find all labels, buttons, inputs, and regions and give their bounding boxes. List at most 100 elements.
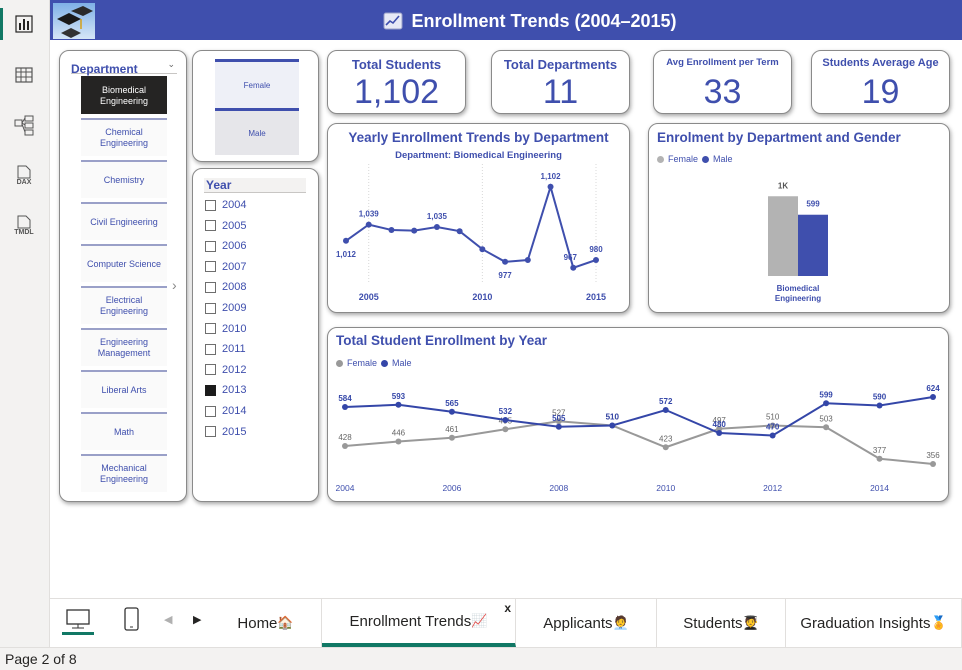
tab-home[interactable]: Home 🏠	[210, 599, 322, 647]
data-point[interactable]	[609, 422, 616, 429]
chevron-down-icon[interactable]: ⌄	[167, 59, 175, 69]
year-option[interactable]: 2010	[205, 319, 246, 339]
department-option[interactable]: Computer Science	[81, 244, 167, 282]
year-checkbox[interactable]	[205, 240, 216, 252]
tmdl-view-button[interactable]: TMDL	[0, 205, 48, 245]
department-option[interactable]: Liberal Arts	[81, 370, 167, 408]
data-point[interactable]	[448, 408, 455, 415]
year-checkbox[interactable]	[205, 384, 216, 396]
year-option[interactable]: 2005	[205, 216, 246, 236]
tab-emoji-icon: 🧑‍🎓	[742, 615, 759, 630]
year-option[interactable]: 2006	[205, 236, 246, 256]
table-view-button[interactable]	[0, 55, 48, 95]
year-checkbox[interactable]	[205, 220, 216, 232]
data-point[interactable]	[555, 418, 562, 425]
legend-dot-female	[336, 359, 343, 367]
data-point[interactable]	[662, 444, 669, 451]
year-checkbox[interactable]	[205, 343, 216, 355]
data-point[interactable]	[479, 246, 486, 253]
data-point[interactable]	[823, 400, 830, 407]
model-view-button[interactable]	[0, 105, 48, 145]
department-option[interactable]: Chemical Engineering	[81, 118, 167, 156]
data-point[interactable]	[930, 461, 936, 467]
data-point[interactable]	[388, 227, 395, 233]
bar-female[interactable]	[768, 196, 798, 276]
data-point[interactable]	[769, 422, 776, 429]
year-option[interactable]: 2009	[205, 298, 246, 318]
data-point[interactable]	[433, 224, 440, 230]
year-option[interactable]: 2008	[205, 277, 246, 297]
year-option[interactable]: 2013	[205, 380, 246, 400]
year-option[interactable]: 2012	[205, 360, 246, 380]
department-option[interactable]: Chemistry	[81, 160, 167, 198]
data-point[interactable]	[716, 430, 723, 436]
tab-students[interactable]: Students 🧑‍🎓	[657, 599, 786, 647]
data-point[interactable]	[395, 401, 402, 408]
tab-close-icon[interactable]: x	[504, 601, 511, 615]
data-point[interactable]	[662, 407, 669, 413]
data-label: 461	[445, 425, 459, 434]
data-point[interactable]	[823, 424, 830, 431]
dax-query-view-button[interactable]: DAX	[0, 155, 48, 195]
data-point[interactable]	[716, 425, 723, 432]
department-option[interactable]: Biomedical Engineering	[81, 76, 167, 114]
data-point[interactable]	[365, 221, 372, 228]
data-point[interactable]	[342, 404, 348, 410]
data-point[interactable]	[502, 426, 509, 433]
bar-male[interactable]	[798, 214, 828, 276]
data-point[interactable]	[395, 438, 402, 445]
year-checkbox[interactable]	[205, 199, 216, 211]
data-point[interactable]	[876, 402, 883, 409]
year-option[interactable]: 2011	[205, 339, 246, 359]
department-option[interactable]: Math	[81, 412, 167, 450]
department-option[interactable]: Mechanical Engineering	[81, 454, 167, 492]
report-view-button[interactable]	[0, 4, 48, 44]
year-option[interactable]: 2007	[205, 257, 246, 277]
year-checkbox[interactable]	[205, 426, 216, 438]
tab-enrollment-trends[interactable]: Enrollment Trends 📈 x	[322, 599, 516, 647]
legend-label: Male	[392, 358, 412, 368]
department-option[interactable]: Engineering Management	[81, 328, 167, 366]
data-point[interactable]	[343, 237, 349, 244]
year-option[interactable]: 2014	[205, 401, 246, 421]
department-option[interactable]: Electrical Engineering	[81, 286, 167, 324]
data-point[interactable]	[930, 394, 936, 400]
data-point[interactable]	[502, 417, 509, 423]
year-option[interactable]: 2004	[205, 195, 246, 215]
year-checkbox[interactable]	[205, 323, 216, 335]
year-checkbox[interactable]	[205, 364, 216, 376]
department-option[interactable]: Civil Engineering	[81, 202, 167, 240]
desktop-layout-button[interactable]	[62, 607, 94, 635]
scroll-right-icon[interactable]: ▶	[193, 614, 202, 626]
legend-dot-male	[381, 359, 389, 367]
data-point[interactable]	[876, 455, 883, 462]
scroll-left-icon[interactable]: ◀	[164, 614, 173, 626]
data-point[interactable]	[593, 257, 599, 263]
kpi-value: 33	[703, 73, 742, 111]
year-checkbox[interactable]	[205, 405, 216, 417]
data-point[interactable]	[570, 264, 577, 271]
data-point[interactable]	[448, 434, 455, 441]
mobile-layout-button[interactable]	[122, 607, 142, 635]
gender-option-male[interactable]: Male	[215, 108, 299, 155]
chevron-right-icon[interactable]: ›	[172, 277, 177, 293]
data-point[interactable]	[524, 257, 531, 263]
data-point[interactable]	[342, 443, 348, 449]
year-option[interactable]: 2015	[205, 422, 246, 442]
chart-title: Yearly Enrollment Trends by Department	[348, 130, 609, 145]
year-checkbox[interactable]	[205, 281, 216, 293]
data-point[interactable]	[769, 432, 776, 439]
gender-option-female[interactable]: Female	[215, 59, 299, 108]
tab-graduation-insights[interactable]: Graduation Insights 🏅	[786, 599, 962, 647]
data-point[interactable]	[547, 183, 554, 190]
year-checkbox[interactable]	[205, 261, 216, 273]
document-icon	[17, 215, 31, 228]
data-point[interactable]	[502, 258, 509, 265]
data-point[interactable]	[555, 423, 562, 430]
tab-emoji-icon: 📈	[471, 613, 488, 628]
tab-applicants[interactable]: Applicants 🧑‍💼	[516, 599, 657, 647]
legend-label: Male	[713, 154, 733, 164]
data-point[interactable]	[456, 228, 463, 235]
year-checkbox[interactable]	[205, 302, 216, 314]
data-point[interactable]	[411, 227, 418, 234]
